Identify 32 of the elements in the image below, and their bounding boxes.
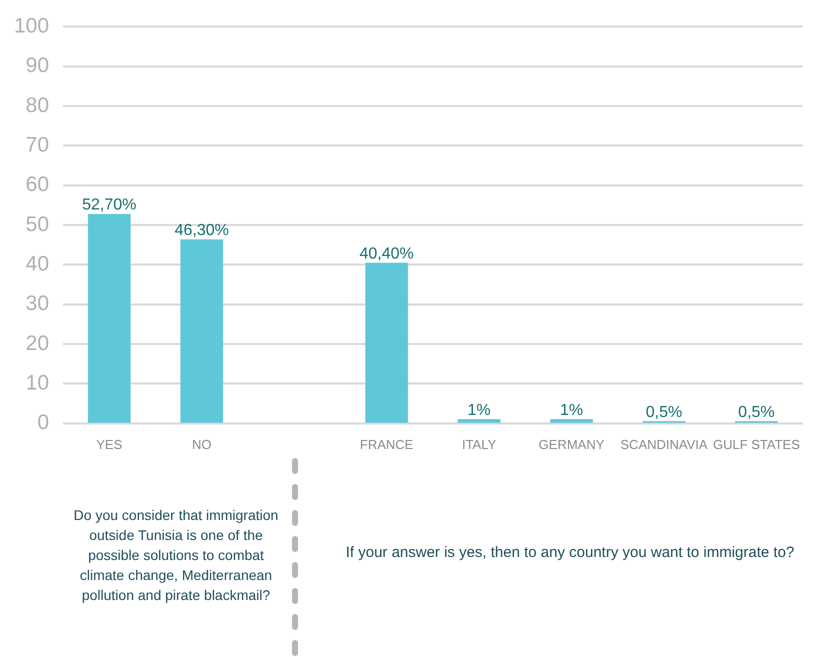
x-tick-label: GERMANY	[538, 436, 605, 452]
y-tick-label: 20	[26, 332, 50, 355]
bar	[550, 419, 593, 423]
data-label: 52,70%	[82, 196, 136, 214]
y-tick-label: 30	[26, 292, 50, 316]
data-label: 1%	[468, 402, 491, 419]
y-tick-label: 50	[26, 212, 50, 236]
data-label: 40,40%	[359, 246, 414, 262]
bar	[180, 239, 224, 423]
text: Do you consider that immigration outside Tunisia is one of the possible solutions to combat climate change, Mediterranean pollution and pirate blackmail?	[72, 506, 280, 605]
y-tick-label: 90	[26, 54, 50, 78]
x-tick-label: YES	[96, 436, 123, 452]
bar	[365, 262, 408, 423]
x-tick-label: NO	[192, 436, 212, 452]
data-label: 0,5%	[738, 404, 775, 421]
y-tick-label: 10	[26, 372, 50, 395]
y-tick-label: 0	[37, 411, 50, 434]
bar	[458, 419, 500, 423]
bar	[88, 214, 131, 423]
y-tick-label: 70	[26, 133, 50, 156]
y-tick-label: 60	[26, 173, 50, 196]
data-label: 0,5%	[646, 404, 682, 421]
y-tick-label: 80	[26, 94, 50, 117]
y-tick-label: 100	[14, 14, 50, 38]
data-label: 1%	[560, 402, 584, 419]
x-tick-label: FRANCE	[360, 436, 414, 452]
y-tick-label: 40	[26, 252, 50, 276]
x-tick-label: ITALY	[462, 436, 496, 452]
text: If your answer is yes, then to any country you want to immigrate to?	[344, 543, 796, 563]
data-label: 46,30%	[174, 222, 229, 240]
x-tick-label: SCANDINAVIA	[620, 436, 708, 452]
x-tick-label: GULF STATES	[712, 436, 800, 452]
